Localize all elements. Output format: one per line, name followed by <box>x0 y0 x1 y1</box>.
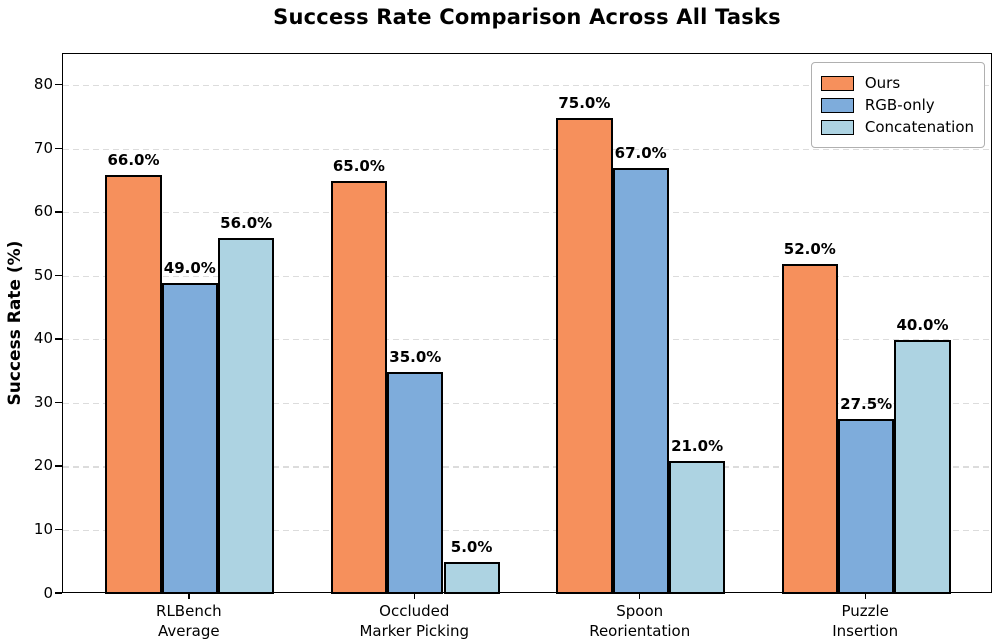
y-tick-mark-10 <box>55 528 62 531</box>
bar-concatenation-1 <box>218 238 275 594</box>
x-tick-mark-4 <box>864 593 866 599</box>
y-tick-mark-80 <box>55 84 62 86</box>
bar-value-label: 65.0% <box>332 157 385 176</box>
x-category-label-line: Reorientation <box>589 622 691 640</box>
x-category-label-line: Occluded <box>379 602 450 620</box>
y-tick-label-50: 50 <box>33 265 53 284</box>
gridline-20 <box>63 466 991 468</box>
bar-value-label: 75.0% <box>558 93 611 112</box>
gridline-80 <box>63 85 991 87</box>
bar-value-label: 49.0% <box>163 258 216 277</box>
x-category-label-line: Spoon <box>616 602 664 620</box>
y-tick-label-70: 70 <box>33 138 53 157</box>
y-tick-label-0: 0 <box>43 583 53 602</box>
y-tick-mark-20 <box>55 465 62 467</box>
x-category-label-2: Occluded Marker Picking <box>314 601 514 641</box>
gridline-10 <box>63 529 991 532</box>
bar-value-label: 56.0% <box>220 214 273 233</box>
y-tick-mark-40 <box>55 338 62 340</box>
x-category-label-3: Spoon Reorientation <box>540 601 740 641</box>
y-tick-label-30: 30 <box>33 392 53 411</box>
bar-value-label: 35.0% <box>389 347 442 366</box>
bar-value-label: 21.0% <box>671 436 724 455</box>
gridline-60 <box>63 212 991 214</box>
y-tick-mark-60 <box>55 211 62 213</box>
bar-value-label: 67.0% <box>614 144 667 163</box>
x-category-label-1: RLBench Average <box>89 601 289 641</box>
legend-item-rgb-only: RGB-only <box>820 96 974 114</box>
x-tick-mark-2 <box>413 593 415 599</box>
bar-value-label: 66.0% <box>107 150 160 169</box>
x-category-label-line: Puzzle <box>841 602 889 620</box>
bar-rgb-only-3 <box>612 168 669 594</box>
x-category-label-line: RLBench <box>156 602 222 620</box>
gridline-30 <box>63 402 991 404</box>
legend-item-ours: Ours <box>820 74 974 92</box>
x-category-label-line: Insertion <box>832 622 899 640</box>
legend-label: Concatenation <box>864 118 974 136</box>
bar-concatenation-4 <box>894 339 951 594</box>
x-category-label-line: Average <box>158 622 220 640</box>
legend: Ours RGB-only Concatenation <box>810 62 985 148</box>
y-tick-label-80: 80 <box>33 75 53 94</box>
bar-value-label: 40.0% <box>896 315 949 334</box>
bar-rgb-only-2 <box>387 371 444 594</box>
legend-swatch-icon <box>820 119 854 135</box>
bar-value-label: 52.0% <box>783 239 836 258</box>
legend-label: RGB-only <box>864 96 935 114</box>
y-tick-label-60: 60 <box>33 202 53 221</box>
bar-ours-4 <box>781 263 838 594</box>
x-tick-mark-3 <box>639 593 641 599</box>
bar-concatenation-2 <box>443 562 500 594</box>
gridline-40 <box>63 339 991 341</box>
bar-rgb-only-1 <box>161 282 218 594</box>
x-category-label-line: Marker Picking <box>359 622 470 640</box>
bar-ours-3 <box>556 117 613 594</box>
gridline-50 <box>63 275 991 277</box>
y-tick-mark-30 <box>55 401 62 404</box>
y-tick-label-10: 10 <box>33 519 53 538</box>
legend-item-concatenation: Concatenation <box>820 118 974 136</box>
legend-swatch-icon <box>820 75 854 91</box>
legend-label: Ours <box>864 74 901 92</box>
legend-swatch-icon <box>820 97 854 113</box>
bar-value-label: 5.0% <box>450 538 493 557</box>
plot-area: 66.0% 49.0% 56.0% 65.0% 35.0% 5.0% 75.0% 67.0% 2… <box>62 53 992 594</box>
x-category-label-4: Puzzle Insertion <box>765 601 965 641</box>
y-tick-label-40: 40 <box>33 329 53 348</box>
y-tick-mark-50 <box>55 274 62 277</box>
bar-ours-1 <box>105 174 162 594</box>
y-tick-mark-0 <box>55 592 62 594</box>
gridline-70 <box>63 148 991 150</box>
bar-ours-2 <box>330 181 388 594</box>
x-tick-mark-1 <box>188 593 190 599</box>
bar-rgb-only-4 <box>838 419 895 594</box>
chart-title: Success Rate Comparison Across All Tasks <box>273 5 781 29</box>
y-tick-label-20: 20 <box>33 456 53 475</box>
bar-concatenation-3 <box>668 460 726 594</box>
y-tick-mark-70 <box>55 147 62 149</box>
bar-value-label: 27.5% <box>840 395 893 414</box>
